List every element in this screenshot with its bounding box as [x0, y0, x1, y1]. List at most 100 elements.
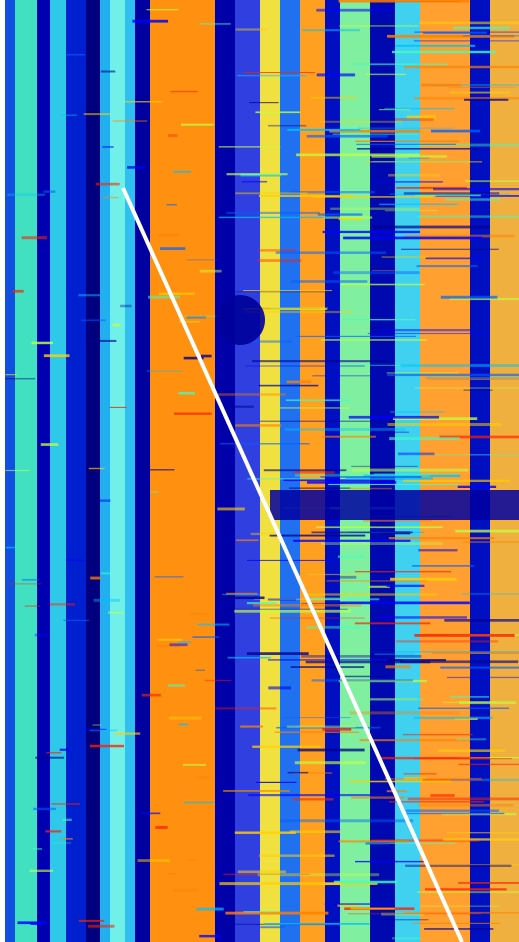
- streak: [312, 375, 374, 377]
- streak: [146, 370, 183, 372]
- streak: [414, 634, 515, 637]
- streak: [320, 120, 403, 123]
- streak: [465, 180, 519, 183]
- horizontal-streaks: [5, 0, 519, 940]
- streak: [172, 170, 192, 173]
- streak: [371, 839, 480, 842]
- streak: [88, 467, 105, 470]
- streak: [242, 308, 327, 310]
- streak: [45, 830, 62, 833]
- streak: [289, 830, 341, 834]
- streak: [51, 803, 80, 805]
- streak: [249, 102, 279, 104]
- streak: [109, 406, 127, 408]
- streak: [7, 193, 46, 196]
- streak: [201, 354, 212, 358]
- streak: [430, 864, 519, 866]
- streak: [356, 842, 455, 844]
- streak: [158, 292, 195, 295]
- streak: [235, 424, 281, 427]
- streak: [389, 801, 484, 803]
- streak: [258, 249, 296, 252]
- streak: [257, 873, 380, 877]
- band: [125, 0, 135, 942]
- streak: [302, 29, 360, 32]
- streak: [282, 717, 351, 719]
- streak: [420, 905, 500, 907]
- streak: [62, 838, 73, 840]
- streak: [408, 157, 430, 159]
- streak: [24, 605, 40, 607]
- streak: [365, 161, 483, 163]
- streak: [388, 659, 446, 662]
- streak: [31, 341, 53, 345]
- streak: [5, 469, 30, 472]
- streak: [307, 598, 380, 601]
- streak: [5, 546, 15, 549]
- streak: [289, 487, 351, 489]
- streak: [178, 723, 189, 726]
- streak: [166, 204, 177, 206]
- streak: [258, 384, 319, 387]
- streak: [226, 173, 288, 176]
- streak: [267, 598, 296, 601]
- streak: [414, 194, 481, 197]
- streak: [250, 532, 276, 536]
- streak: [226, 592, 258, 595]
- streak: [333, 271, 420, 275]
- streak: [311, 531, 413, 534]
- streak: [342, 319, 416, 321]
- streak: [40, 443, 59, 446]
- streak: [154, 576, 184, 578]
- streak: [425, 257, 482, 260]
- streak: [459, 701, 516, 705]
- streak: [146, 9, 179, 11]
- streak: [462, 541, 519, 543]
- streak: [145, 469, 175, 471]
- streak: [35, 756, 65, 759]
- streak: [439, 435, 519, 439]
- streak: [283, 479, 371, 482]
- streak: [396, 187, 467, 189]
- streak: [199, 934, 222, 938]
- streak: [321, 339, 427, 341]
- streak: [339, 25, 419, 27]
- streak: [371, 155, 447, 158]
- streak: [259, 854, 335, 857]
- streak: [189, 612, 208, 615]
- streak: [384, 777, 482, 780]
- streak: [227, 656, 271, 659]
- streak: [284, 428, 406, 431]
- streak: [402, 479, 511, 482]
- streak: [196, 776, 212, 780]
- streak: [287, 771, 309, 774]
- streak: [289, 191, 375, 194]
- streak: [307, 481, 397, 484]
- streak: [307, 573, 363, 576]
- streak: [363, 518, 432, 522]
- streak: [355, 860, 425, 863]
- streak: [351, 465, 418, 467]
- streak: [398, 452, 435, 456]
- streak: [463, 389, 493, 391]
- streak: [322, 216, 373, 219]
- streak: [255, 111, 301, 114]
- streak: [343, 236, 482, 240]
- streak: [225, 911, 329, 915]
- streak: [268, 686, 291, 690]
- streak: [357, 127, 454, 129]
- band: [86, 0, 100, 942]
- streak: [354, 571, 451, 573]
- streak: [414, 387, 519, 389]
- streak: [107, 611, 124, 614]
- streak: [141, 812, 161, 815]
- streak: [417, 891, 519, 894]
- streak: [378, 109, 411, 111]
- streak: [406, 115, 436, 119]
- streak: [403, 777, 426, 780]
- streak: [290, 280, 368, 283]
- streak: [293, 471, 335, 474]
- streak: [425, 888, 507, 891]
